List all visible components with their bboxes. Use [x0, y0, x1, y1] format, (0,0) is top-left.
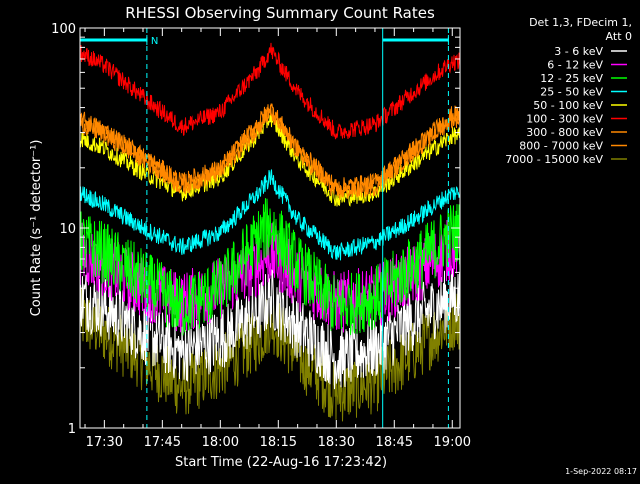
legend-entry-label: 3 - 6 keV [554, 45, 603, 58]
legend-entry-label: 25 - 50 keV [540, 86, 603, 99]
x-axis-label: Start Time (22-Aug-16 17:23:42) [175, 455, 387, 470]
y-axis-label: Count Rate (s⁻¹ detector⁻¹) [29, 140, 44, 317]
series-layer [79, 42, 461, 422]
series-line-800-7000-kev [79, 105, 461, 200]
legend-entry-label: 12 - 25 keV [540, 72, 603, 85]
x-tick-label: 18:45 [376, 435, 413, 450]
y-tick-label: 10 [59, 222, 76, 237]
x-tick-label: 18:00 [202, 435, 239, 450]
x-tick-label: 17:45 [144, 435, 181, 450]
legend-entry-label: 7000 - 15000 keV [505, 153, 603, 166]
legend-entry-label: 50 - 100 keV [533, 99, 603, 112]
axis-layer: 17:30 17:45 18:00 18:15 18:30 18:45 19:00 1 10 10… [51, 22, 471, 450]
legend-entry-label: 100 - 300 keV [526, 113, 603, 126]
overlay-layer: N [80, 28, 449, 428]
legend-entry-label: 300 - 800 keV [526, 126, 603, 139]
series-line-50-100-kev [79, 110, 461, 207]
legend-header-line-1: Det 1,3, FDecim 1, [529, 16, 632, 29]
series-line-12-25-kev [79, 198, 461, 336]
series-line-100-300-kev [79, 42, 461, 140]
x-tick-label: 18:15 [260, 435, 297, 450]
x-tick-label: 17:30 [86, 435, 123, 450]
chart-title: RHESSI Observing Summary Count Rates [125, 4, 435, 22]
series-line-3-6-kev [79, 268, 461, 390]
series-line-25-50-kev [79, 169, 461, 261]
legend-entry-label: 800 - 7000 keV [519, 140, 603, 153]
x-tick-label: 18:30 [318, 435, 355, 450]
x-tick-label: 19:00 [434, 435, 471, 450]
y-tick-label: 1 [68, 422, 76, 437]
plot-timestamp: 1-Sep-2022 08:17 [565, 467, 637, 476]
y-tick-label: 100 [51, 22, 76, 37]
legend-header-line-2: Att 0 [606, 30, 632, 43]
legend-entry-label: 6 - 12 keV [547, 59, 603, 72]
flag-bar-label-1: N [151, 36, 158, 47]
